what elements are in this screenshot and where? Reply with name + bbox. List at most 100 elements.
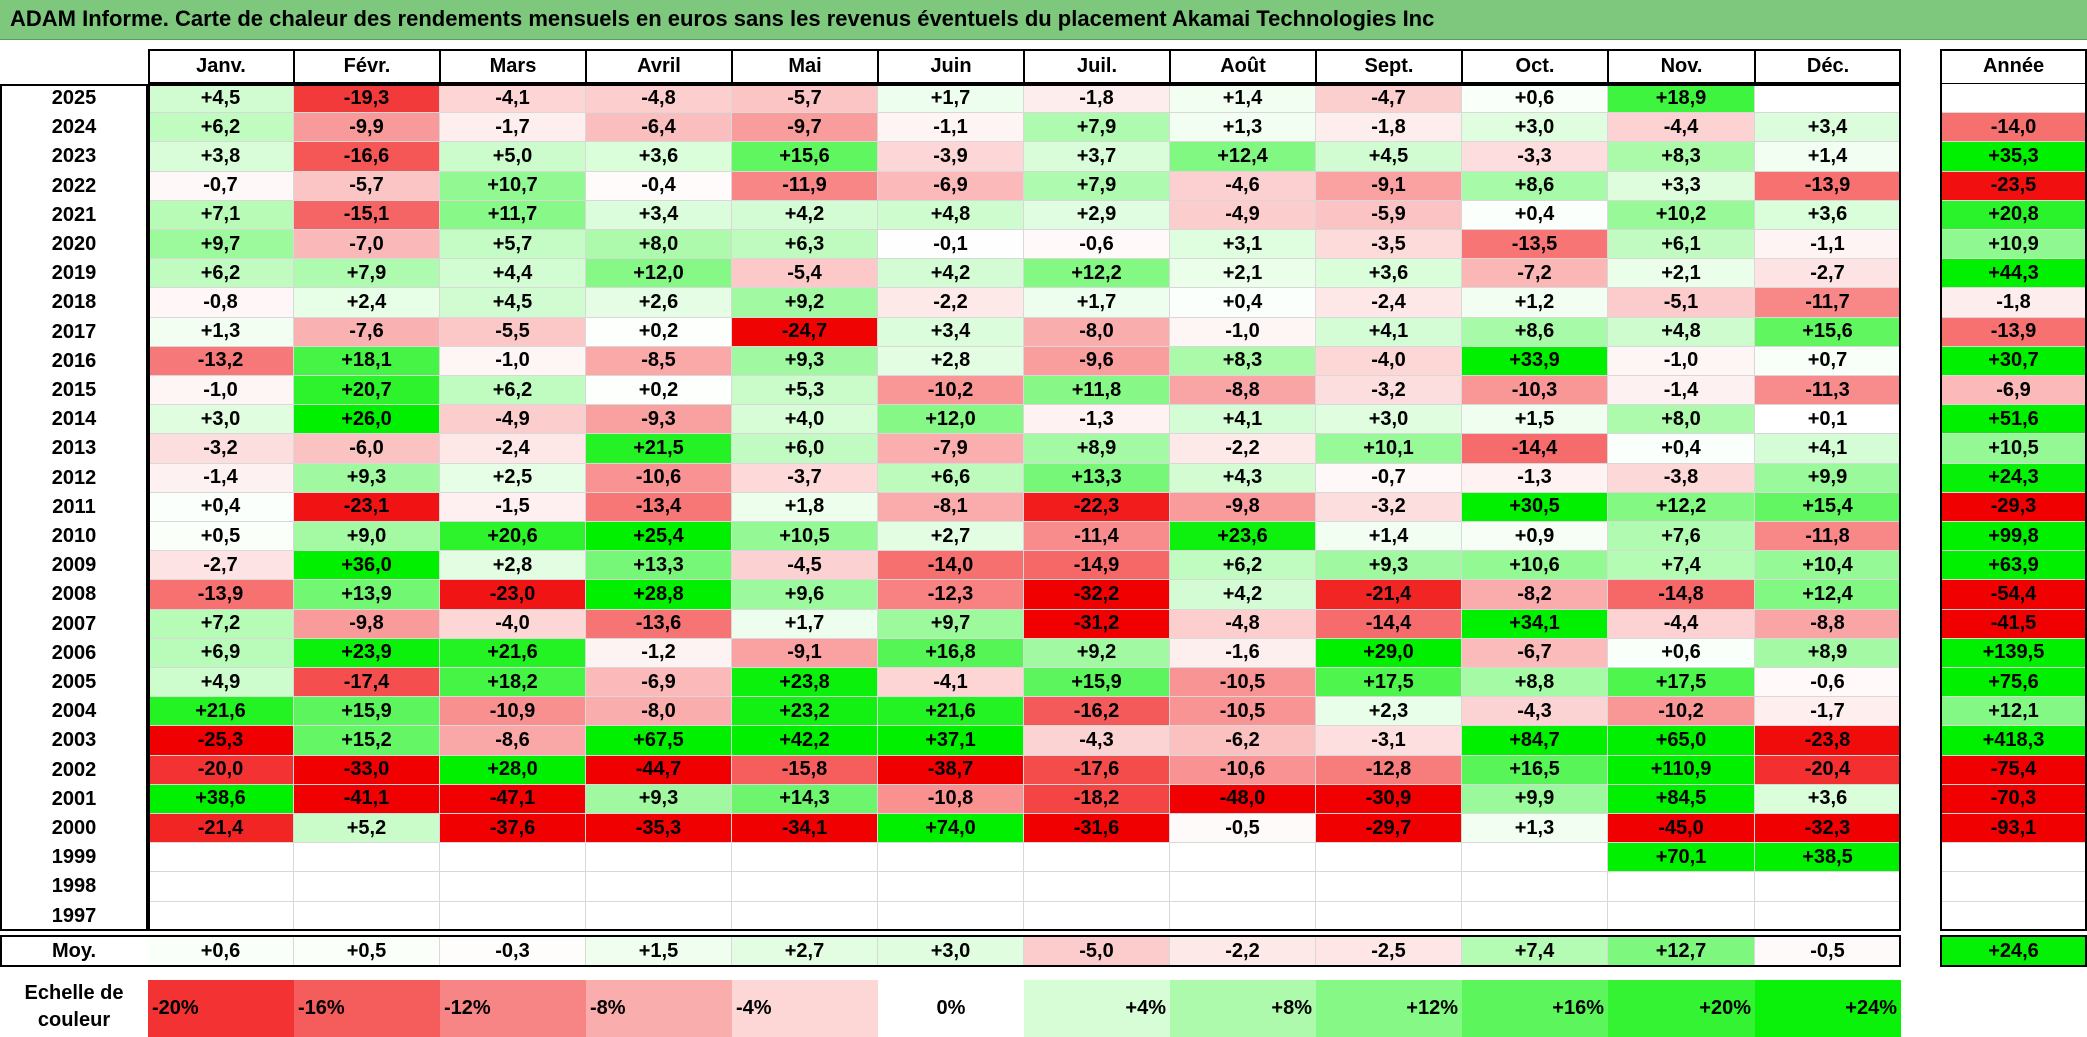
legend-label: Echelle de couleur <box>24 982 124 1031</box>
heatmap-cell-2024-8: +1,3 <box>1170 113 1316 143</box>
average-cell-9: -2,5 <box>1316 935 1462 967</box>
heatmap-cell-2011-10: +30,5 <box>1462 492 1608 522</box>
heatmap-cell-1998-9 <box>1316 872 1462 902</box>
heatmap-cell-2010-2: +9,0 <box>294 522 440 552</box>
heatmap-cell-2000-4: -35,3 <box>586 814 732 844</box>
heatmap-cell-2007-8: -4,8 <box>1170 609 1316 639</box>
heatmap-cell-2014-1: +3,0 <box>148 405 294 435</box>
heatmap-cell-2025-2: -19,3 <box>294 84 440 114</box>
average-cell-7: -5,0 <box>1024 935 1170 967</box>
heatmap-cell-2000-8: -0,5 <box>1170 814 1316 844</box>
heatmap-cell-2021-3: +11,7 <box>440 200 586 230</box>
annual-cell-2016: +30,7 <box>1940 346 2087 376</box>
row-label-2016: 2016 <box>0 346 148 376</box>
heatmap-cell-2004-4: -8,0 <box>586 697 732 727</box>
heatmap-cell-1997-8 <box>1170 901 1316 931</box>
heatmap-cell-2003-1: -25,3 <box>148 726 294 756</box>
heatmap-cell-2011-12: +15,4 <box>1755 492 1901 522</box>
heatmap-cell-2006-10: -6,7 <box>1462 638 1608 668</box>
heatmap-cell-2005-1: +4,9 <box>148 668 294 698</box>
heatmap-cell-2020-9: -3,5 <box>1316 230 1462 260</box>
row-label-2023: 2023 <box>0 142 148 172</box>
heatmap-cell-2002-9: -12,8 <box>1316 755 1462 785</box>
heatmap-cell-2018-1: -0,8 <box>148 288 294 318</box>
heatmap-cell-2022-10: +8,6 <box>1462 171 1608 201</box>
heatmap-cell-2014-2: +26,0 <box>294 405 440 435</box>
heatmap-cell-2020-5: +6,3 <box>732 230 878 260</box>
heatmap-cell-2022-7: +7,9 <box>1024 171 1170 201</box>
heatmap-cell-2019-8: +2,1 <box>1170 259 1316 289</box>
heatmap-cell-2005-12: -0,6 <box>1755 668 1901 698</box>
heatmap-cell-2016-5: +9,3 <box>732 346 878 376</box>
heatmap-cell-2010-12: -11,8 <box>1755 522 1901 552</box>
heatmap-cell-2000-11: -45,0 <box>1608 814 1755 844</box>
heatmap-cell-2014-4: -9,3 <box>586 405 732 435</box>
heatmap-cell-2007-7: -31,2 <box>1024 609 1170 639</box>
heatmap-cell-1998-10 <box>1462 872 1608 902</box>
row-label-1997: 1997 <box>0 901 148 931</box>
heatmap-cell-2024-2: -9,9 <box>294 113 440 143</box>
column-header-8: Août <box>1170 49 1316 84</box>
heatmap-cell-2024-1: +6,2 <box>148 113 294 143</box>
row-label-2012: 2012 <box>0 463 148 493</box>
annual-cell-2000: -93,1 <box>1940 814 2087 844</box>
heatmap-cell-2007-6: +9,7 <box>878 609 1024 639</box>
heatmap-cell-1998-8 <box>1170 872 1316 902</box>
heatmap-cell-1997-4 <box>586 901 732 931</box>
column-header-3: Mars <box>440 49 586 84</box>
heatmap-cell-2025-4: -4,8 <box>586 84 732 114</box>
heatmap-cell-2014-8: +4,1 <box>1170 405 1316 435</box>
heatmap-cell-1999-2 <box>294 843 440 873</box>
heatmap-cell-2006-11: +0,6 <box>1608 638 1755 668</box>
heatmap-cell-2010-10: +0,9 <box>1462 522 1608 552</box>
heatmap-cell-2014-10: +1,5 <box>1462 405 1608 435</box>
row-label-2024: 2024 <box>0 113 148 143</box>
heatmap-cell-2001-9: -30,9 <box>1316 784 1462 814</box>
average-cell-3: -0,3 <box>440 935 586 967</box>
row-label-2002: 2002 <box>0 755 148 785</box>
heatmap-cell-2015-6: -10,2 <box>878 376 1024 406</box>
heatmap-cell-2007-9: -14,4 <box>1316 609 1462 639</box>
heatmap-cell-2020-6: -0,1 <box>878 230 1024 260</box>
heatmap-cell-2024-3: -1,7 <box>440 113 586 143</box>
heatmap-cell-2025-9: -4,7 <box>1316 84 1462 114</box>
annual-cell-2004: +12,1 <box>1940 697 2087 727</box>
heatmap-cell-2002-11: +110,9 <box>1608 755 1755 785</box>
column-header-9: Sept. <box>1316 49 1462 84</box>
row-label-2018: 2018 <box>0 288 148 318</box>
heatmap-cell-2015-4: +0,2 <box>586 376 732 406</box>
heatmap-cell-2009-6: -14,0 <box>878 551 1024 581</box>
heatmap-cell-2012-9: -0,7 <box>1316 463 1462 493</box>
heatmap-cell-2013-11: +0,4 <box>1608 434 1755 464</box>
heatmap-cell-2009-11: +7,4 <box>1608 551 1755 581</box>
heatmap-cell-2001-1: +38,6 <box>148 784 294 814</box>
heatmap-cell-2012-11: -3,8 <box>1608 463 1755 493</box>
chart-title: ADAM Informe. Carte de chaleur des rende… <box>10 6 1435 31</box>
heatmap-cell-2018-10: +1,2 <box>1462 288 1608 318</box>
heatmap-cell-1998-7 <box>1024 872 1170 902</box>
heatmap-cell-1999-12: +38,5 <box>1755 843 1901 873</box>
annual-cell-2025 <box>1940 84 2087 114</box>
heatmap-cell-2000-1: -21,4 <box>148 814 294 844</box>
heatmap-cell-2007-1: +7,2 <box>148 609 294 639</box>
row-label-2021: 2021 <box>0 200 148 230</box>
heatmap-cell-1997-2 <box>294 901 440 931</box>
heatmap-cell-2014-9: +3,0 <box>1316 405 1462 435</box>
column-header-5: Mai <box>732 49 878 84</box>
annual-header: Année <box>1940 49 2087 84</box>
heatmap-cell-2023-9: +4,5 <box>1316 142 1462 172</box>
heatmap-cell-2015-11: -1,4 <box>1608 376 1755 406</box>
heatmap-cell-2020-2: -7,0 <box>294 230 440 260</box>
heatmap-cell-1997-10 <box>1462 901 1608 931</box>
heatmap-cell-2013-3: -2,4 <box>440 434 586 464</box>
heatmap-cell-2025-11: +18,9 <box>1608 84 1755 114</box>
heatmap-cell-2013-9: +10,1 <box>1316 434 1462 464</box>
average-cell-10: +7,4 <box>1462 935 1608 967</box>
annual-cell-2003: +418,3 <box>1940 726 2087 756</box>
annual-cell-2014: +51,6 <box>1940 405 2087 435</box>
legend-step-10: +16% <box>1462 980 1608 1037</box>
heatmap-cell-2001-12: +3,6 <box>1755 784 1901 814</box>
heatmap-cell-2021-11: +10,2 <box>1608 200 1755 230</box>
heatmap-cell-2014-5: +4,0 <box>732 405 878 435</box>
legend-step-3: -12% <box>440 980 586 1037</box>
